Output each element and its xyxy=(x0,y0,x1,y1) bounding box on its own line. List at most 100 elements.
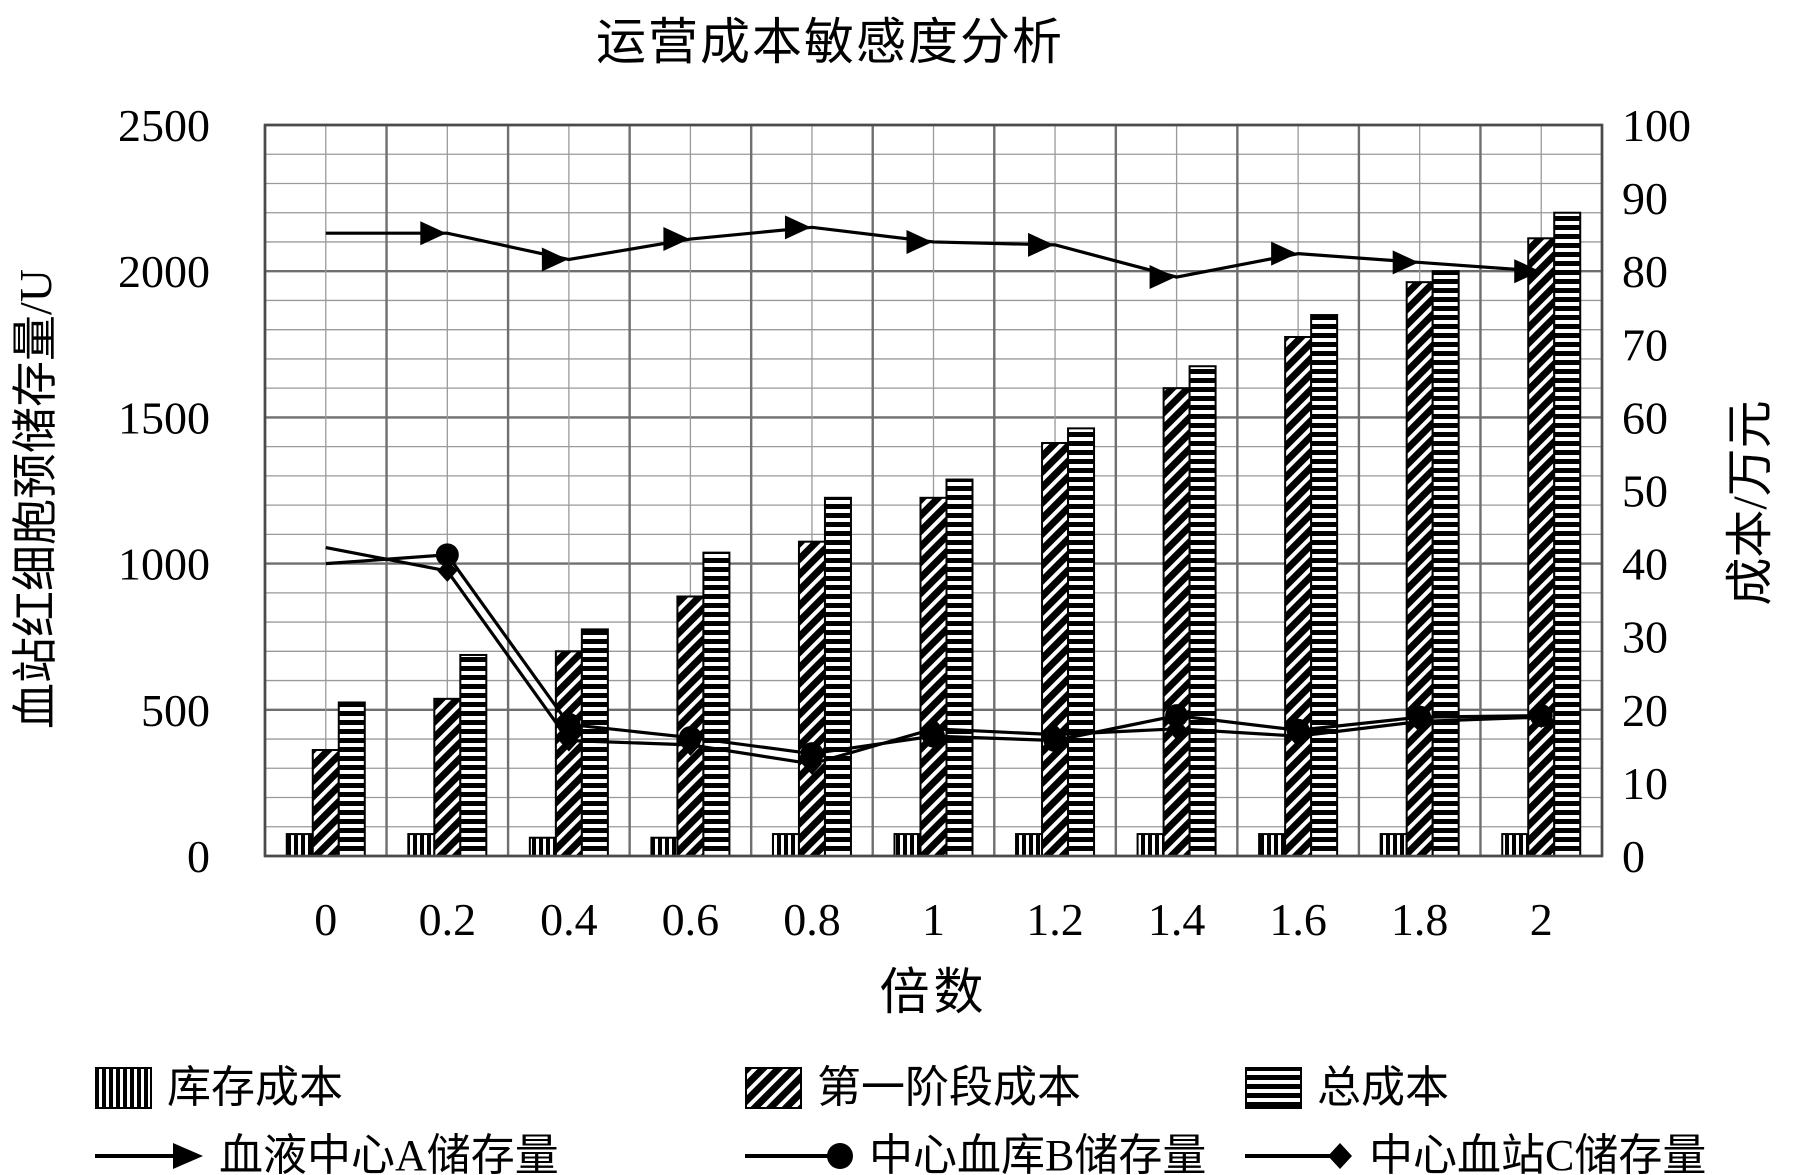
bar-series-总成本 xyxy=(337,211,1582,858)
arrow-marker[interactable] xyxy=(1271,241,1298,266)
bar[interactable] xyxy=(1284,335,1313,857)
bar[interactable] xyxy=(702,551,731,857)
bar[interactable] xyxy=(1258,833,1287,858)
bar[interactable] xyxy=(893,833,922,858)
diamond-marker[interactable] xyxy=(680,733,701,756)
bar[interactable] xyxy=(459,653,488,857)
x-axis-tick: 1.4 xyxy=(1148,894,1206,945)
arrow-marker[interactable] xyxy=(1028,232,1055,257)
right-axis-tick: 70 xyxy=(1622,319,1668,370)
legend-item-第一阶段成本[interactable]: 第一阶段成本 xyxy=(745,1058,1081,1118)
legend-row-lines: 血液中心A储存量 中心血库B储存量 中心血站C储存量 xyxy=(0,1126,1793,1175)
bar[interactable] xyxy=(919,496,948,857)
diamond-marker[interactable] xyxy=(437,559,458,582)
right-axis-tick: 90 xyxy=(1622,173,1668,224)
line-series-血液中心A储存量 xyxy=(325,215,1542,290)
plot-border xyxy=(263,123,1604,858)
diamond-marker[interactable] xyxy=(801,752,822,775)
bar[interactable] xyxy=(407,833,436,858)
circle-marker[interactable] xyxy=(1165,704,1189,728)
x-axis-tick: 1 xyxy=(922,894,945,945)
bar[interactable] xyxy=(311,749,340,858)
right-axis-tick: 10 xyxy=(1622,758,1668,809)
bar[interactable] xyxy=(1136,833,1165,858)
diamond-marker[interactable] xyxy=(1166,717,1187,740)
left-axis-tick: 1500 xyxy=(118,392,210,443)
arrow-marker[interactable] xyxy=(1149,265,1176,290)
legend-item-中心血库B储存量[interactable]: 中心血库B储存量 xyxy=(745,1126,1206,1175)
x-axis-tick: 0.6 xyxy=(662,894,720,945)
arrow-marker[interactable] xyxy=(784,215,811,240)
bar[interactable] xyxy=(1527,237,1556,857)
legend-label: 第一阶段成本 xyxy=(817,1063,1081,1112)
circle-marker[interactable] xyxy=(435,543,459,567)
bar[interactable] xyxy=(1431,270,1460,857)
right-axis-tick: 100 xyxy=(1622,100,1691,151)
arrow-marker[interactable] xyxy=(420,221,447,246)
bar[interactable] xyxy=(1379,833,1408,858)
line-path[interactable] xyxy=(325,225,1542,279)
diamond-marker[interactable] xyxy=(1045,723,1066,746)
bar[interactable] xyxy=(433,697,462,858)
right-axis-tick: 20 xyxy=(1622,685,1668,736)
bar[interactable] xyxy=(337,701,366,857)
arrow-marker[interactable] xyxy=(541,247,568,272)
arrow-marker[interactable] xyxy=(1392,250,1419,275)
arrow-line-swatch xyxy=(95,1143,203,1169)
bar[interactable] xyxy=(1162,387,1191,857)
bar[interactable] xyxy=(528,836,557,857)
right-axis-tick: 30 xyxy=(1622,612,1668,663)
diamond-marker[interactable] xyxy=(1288,725,1309,748)
right-axis-tick: 40 xyxy=(1622,539,1668,590)
bar[interactable] xyxy=(554,650,583,857)
legend-item-中心血站C储存量[interactable]: 中心血站C储存量 xyxy=(1245,1126,1706,1175)
diamond-marker[interactable] xyxy=(1531,706,1552,729)
legend-item-血液中心A储存量[interactable]: 血液中心A储存量 xyxy=(95,1126,559,1175)
bar[interactable] xyxy=(797,540,826,857)
bar[interactable] xyxy=(1015,833,1044,858)
arrow-marker[interactable] xyxy=(906,229,933,254)
bar[interactable] xyxy=(1501,833,1530,858)
bar[interactable] xyxy=(650,836,679,857)
left-axis-tick: 2000 xyxy=(118,246,210,297)
diamond-marker[interactable] xyxy=(558,729,579,752)
diamond-line-swatch xyxy=(1245,1143,1352,1169)
bar[interactable] xyxy=(1188,365,1217,857)
diamond-marker[interactable] xyxy=(1409,710,1430,733)
x-axis-tick: 0 xyxy=(314,894,337,945)
bar[interactable] xyxy=(1553,211,1582,858)
arrow-marker[interactable] xyxy=(663,227,690,252)
right-axis-tick: 50 xyxy=(1622,466,1668,517)
bar[interactable] xyxy=(771,833,800,858)
bar[interactable] xyxy=(285,833,314,858)
x-axis-tick: 2 xyxy=(1530,894,1553,945)
x-axis-tick: 1.6 xyxy=(1269,894,1327,945)
bar[interactable] xyxy=(1041,441,1070,857)
left-axis-tick: 2500 xyxy=(118,100,210,151)
x-axis-tick: 1.2 xyxy=(1026,894,1084,945)
right-axis-tick: 80 xyxy=(1622,246,1668,297)
legend-item-总成本[interactable]: 总成本 xyxy=(1245,1058,1449,1118)
legend-label: 血液中心A储存量 xyxy=(219,1131,559,1175)
legend-label: 中心血库B储存量 xyxy=(869,1131,1207,1175)
right-axis-tick: 0 xyxy=(1622,831,1645,882)
bar[interactable] xyxy=(945,478,974,857)
legend-item-库存成本[interactable]: 库存成本 xyxy=(95,1058,343,1118)
line-series-中心血站C储存量 xyxy=(325,545,1552,775)
legend-label: 中心血站C储存量 xyxy=(1369,1131,1707,1175)
circle-line-swatch xyxy=(745,1143,853,1169)
bar[interactable] xyxy=(823,496,852,857)
legend-label: 库存成本 xyxy=(167,1063,343,1112)
plot-area: 0500100015002000250001020304050607080901… xyxy=(118,100,1691,945)
bar[interactable] xyxy=(1067,427,1096,857)
arrow-marker[interactable] xyxy=(1514,259,1541,284)
bar[interactable] xyxy=(1405,281,1434,858)
bar[interactable] xyxy=(1310,314,1339,857)
diamond-marker[interactable] xyxy=(923,717,944,740)
x-axis-tick: 0.8 xyxy=(783,894,841,945)
left-axis-tick: 1000 xyxy=(118,539,210,590)
x-axis-tick: 0.4 xyxy=(540,894,598,945)
left-axis-tick: 500 xyxy=(141,685,210,736)
legend-row-bars: 库存成本 第一阶段成本 总成本 xyxy=(0,1058,1793,1118)
